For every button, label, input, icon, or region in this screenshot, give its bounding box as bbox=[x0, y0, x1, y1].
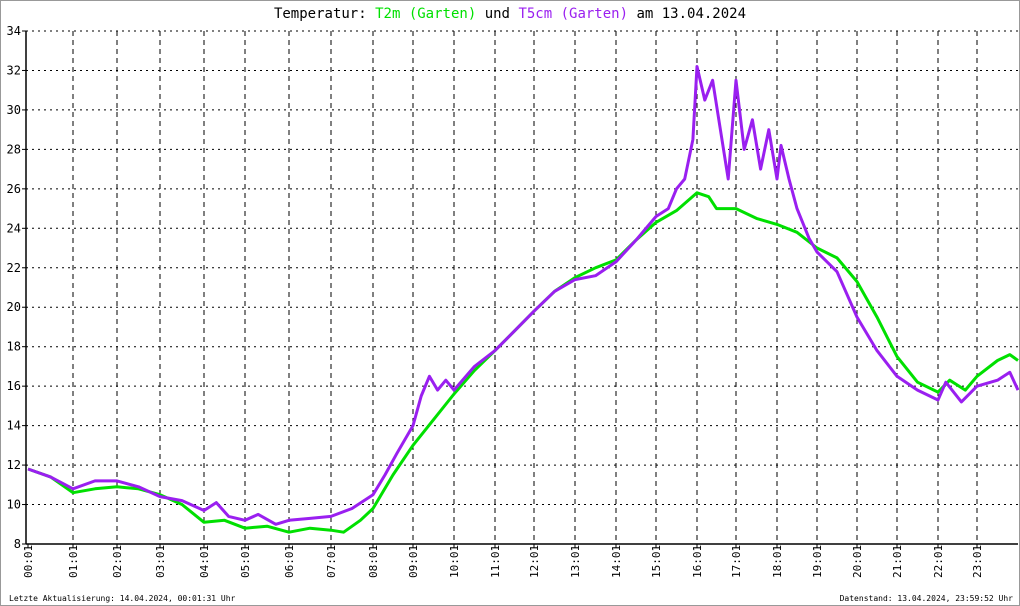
title-series-t2m: T2m (Garten) bbox=[375, 6, 477, 22]
x-tick-label: 04:01 bbox=[198, 545, 211, 578]
y-tick-label: 18 bbox=[7, 340, 21, 354]
y-tick-label: 30 bbox=[7, 103, 21, 117]
x-tick-label: 14:01 bbox=[610, 545, 623, 578]
x-tick-label: 21:01 bbox=[891, 545, 904, 578]
x-tick-label: 19:01 bbox=[811, 545, 824, 578]
x-tick-label: 02:01 bbox=[111, 545, 124, 578]
y-tick-label: 16 bbox=[7, 379, 21, 393]
title-prefix: Temperatur: bbox=[273, 6, 367, 22]
x-tick-label: 13:01 bbox=[569, 545, 582, 578]
series-line-t2m bbox=[27, 191, 1019, 534]
x-tick-label: 16:01 bbox=[691, 545, 704, 578]
x-tick-label: 12:01 bbox=[528, 545, 541, 578]
y-tick-label: 22 bbox=[7, 261, 21, 275]
x-tick-label: 20:01 bbox=[851, 545, 864, 578]
y-tick-label: 32 bbox=[7, 63, 21, 77]
last-update-text: Letzte Aktualisierung: 14.04.2024, 00:01… bbox=[9, 594, 236, 603]
x-tick-label: 01:01 bbox=[67, 545, 80, 578]
y-tick-label: 10 bbox=[7, 498, 21, 512]
data-state-text: Datenstand: 13.04.2024, 23:59:52 Uhr bbox=[839, 594, 1013, 603]
title-date: am 13.04.2024 bbox=[636, 6, 747, 22]
x-tick-label: 11:01 bbox=[489, 545, 502, 578]
y-tick-label: 24 bbox=[7, 221, 21, 235]
x-tick-label: 15:01 bbox=[650, 545, 663, 578]
chart-title: Temperatur: T2m (Garten) und T5cm (Garte… bbox=[1, 6, 1019, 22]
x-tick-label: 03:01 bbox=[154, 545, 167, 578]
series-line-t5cm bbox=[27, 65, 1019, 526]
x-tick-label: 23:01 bbox=[971, 545, 984, 578]
x-tick-label: 17:01 bbox=[730, 545, 743, 578]
y-tick-label: 8 bbox=[14, 537, 21, 551]
x-tick-label: 00:01 bbox=[22, 545, 35, 578]
y-tick-label: 20 bbox=[7, 300, 21, 314]
x-tick-label: 09:01 bbox=[407, 545, 420, 578]
y-tick-label: 26 bbox=[7, 182, 21, 196]
x-tick-label: 07:01 bbox=[325, 545, 338, 578]
x-tick-label: 18:01 bbox=[771, 545, 784, 578]
title-mid: und bbox=[484, 6, 510, 22]
y-tick-label: 14 bbox=[7, 419, 21, 433]
y-tick-label: 34 bbox=[7, 24, 21, 38]
y-tick-label: 12 bbox=[7, 458, 21, 472]
y-tick-label: 28 bbox=[7, 142, 21, 156]
x-tick-label: 22:01 bbox=[932, 545, 945, 578]
title-series-t5cm: T5cm (Garten) bbox=[518, 6, 629, 22]
x-tick-label: 05:01 bbox=[239, 545, 252, 578]
plot-area: 8 10 12 14 16 18 20 22 24 26 28 30 32 34 00:01 01:01 02:… bbox=[7, 24, 1019, 578]
x-tick-label: 06:01 bbox=[283, 545, 296, 578]
x-tick-label: 08:01 bbox=[367, 545, 380, 578]
x-tick-label: 10:01 bbox=[448, 545, 461, 578]
